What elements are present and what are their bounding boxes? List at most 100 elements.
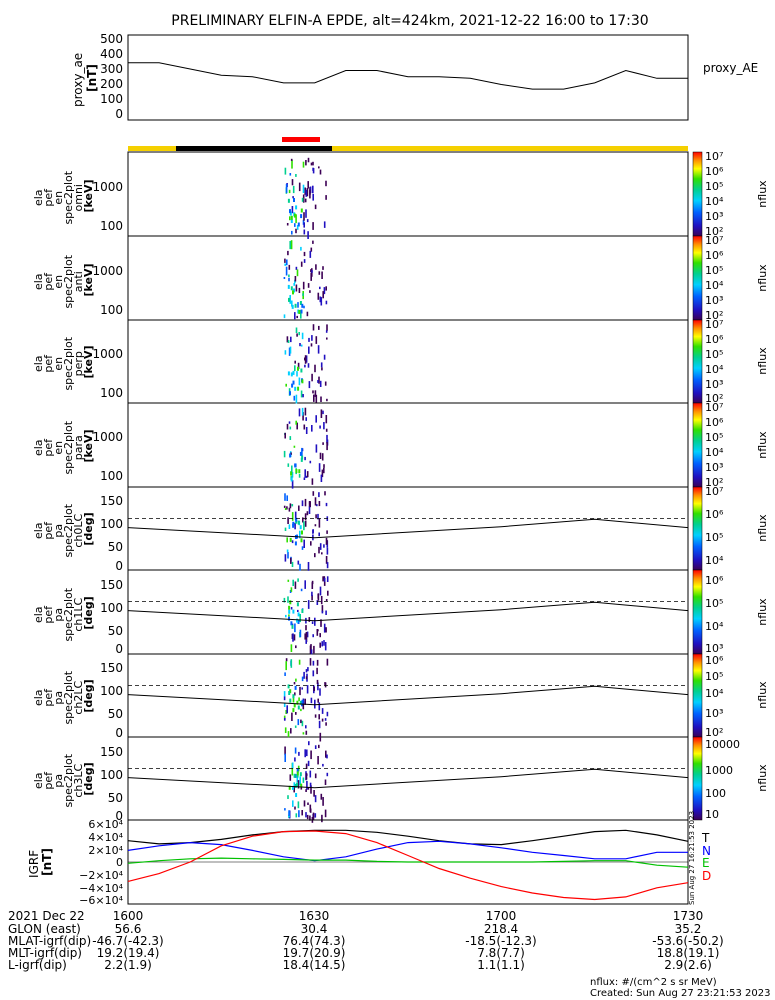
spectrogram-cell [293, 283, 295, 286]
spectrogram-cell [297, 612, 300, 617]
spectrogram-cell [291, 624, 294, 629]
spectrogram-cell [301, 500, 304, 507]
spectrogram-cell [305, 625, 307, 631]
spectrogram-cell [314, 813, 317, 818]
colorbar-tick: 10⁵ [705, 431, 723, 444]
spectrogram-cell [323, 623, 326, 633]
panel-frame [127, 653, 689, 738]
colorbar-tick: 10² [705, 726, 723, 739]
spectrogram-cell [286, 336, 289, 343]
spectrogram-cell [315, 336, 318, 344]
spectrogram-cell [284, 527, 287, 531]
spectrogram-cell [287, 596, 289, 603]
spectrogram-cell [320, 409, 323, 418]
spectrogram-cell [318, 376, 320, 384]
spectrogram-cell [321, 453, 324, 461]
spectrogram-cell [292, 579, 294, 586]
spectrogram-cell [324, 779, 327, 785]
spectrogram-cell [312, 222, 314, 230]
spectrogram-cell [286, 495, 288, 501]
colorbar-unit: nflux [756, 681, 769, 709]
spectrogram-cell [305, 633, 308, 642]
spectrogram-cell [289, 537, 292, 542]
spectrogram-cell [302, 184, 305, 193]
spectrogram-cell [294, 692, 296, 696]
spectrogram-cell [287, 579, 290, 582]
colorbar-tick: 10³ [705, 378, 723, 391]
spectrogram-cell [320, 596, 323, 605]
spectrogram-cell [305, 209, 307, 218]
panel-frame [127, 151, 689, 237]
colorbar-unit: nflux [756, 264, 769, 292]
spectrogram-cell [326, 530, 328, 534]
spectrogram-cell [295, 327, 298, 333]
spectrogram-cell [301, 546, 304, 550]
spectrogram-cell [310, 541, 312, 546]
spectrogram-cell [298, 697, 300, 702]
spectrogram-cell [313, 394, 315, 402]
ytick: 200 [100, 77, 123, 91]
spectrogram-cell [289, 590, 292, 593]
spectrogram-cell [297, 705, 300, 710]
colorbar-tick: 10³ [705, 642, 723, 655]
spectrogram-cell [290, 240, 293, 250]
spectrogram-cell [286, 705, 288, 714]
spectrogram-cell [326, 772, 329, 777]
colorbar-7: 10⁶ 10⁵ 10⁴ 10³ 10² nflux [692, 653, 769, 739]
row-value: 1.1(1.1) [477, 958, 525, 972]
spectrogram-cell [284, 717, 286, 721]
spectrogram-cell [309, 189, 311, 199]
row-label: MLAT-igrf(dip) [8, 934, 91, 948]
spectrogram-cell [285, 710, 287, 714]
legend-D: D [702, 869, 711, 883]
spectrogram-cell [326, 324, 328, 331]
spectrogram-cell [303, 521, 305, 531]
spectrogram-cell [323, 467, 325, 474]
spectrogram-cell [284, 493, 286, 501]
row-value: 1730 [673, 909, 704, 923]
spectrogram-cell [286, 423, 289, 430]
spectrogram-cell [294, 757, 296, 762]
spectrogram-cell [292, 185, 295, 194]
spectrogram-cell [284, 727, 287, 733]
spectrogram-cell [288, 614, 290, 617]
spectrogram-cell [291, 230, 293, 235]
spectrogram-cell [311, 373, 313, 382]
spectrogram-cell [288, 421, 291, 424]
spectrogram-cell [314, 553, 316, 558]
spectrogram-cell [283, 277, 286, 279]
spectrogram-cell [309, 815, 311, 821]
colorbar-tick: 10⁷ [705, 318, 723, 331]
spectrogram-cell [319, 633, 321, 638]
spectrogram-cell [302, 194, 305, 203]
footer-row-mlat: MLAT-igrf(dip) -46.7(-42.3) 76.4(74.3) -… [8, 934, 724, 948]
spectrogram-cell [299, 776, 301, 786]
spectrogram-cell [310, 750, 312, 760]
spectrogram-cell [308, 381, 311, 389]
ytick: −2×10⁴ [79, 869, 123, 882]
igrf-line-E [127, 857, 689, 868]
spectrogram-cell [292, 290, 294, 295]
spectrogram-cell [298, 408, 301, 417]
spectrogram-cell [325, 502, 328, 507]
spectrogram-cell [305, 632, 308, 637]
spectrogram-cell [294, 685, 297, 690]
spectrogram-cell [294, 365, 296, 372]
spectrogram-cell [298, 332, 300, 336]
spectrogram-cell [291, 512, 294, 521]
spectrogram-cell [297, 222, 300, 227]
panel-ylabel: ela pef pa spec2plot ch3LC [deg] [32, 750, 95, 807]
spectrogram-cell [307, 562, 310, 571]
spectrogram-cell [301, 379, 304, 384]
spectrogram-cell [311, 580, 314, 585]
ytick: 100 [100, 768, 123, 782]
spectrogram-cell [295, 793, 298, 797]
spectrogram-cell [291, 767, 294, 776]
spectrogram-cell [293, 395, 296, 401]
spectrogram-cell [303, 671, 305, 679]
spectrogram-cell [287, 517, 289, 524]
spectrogram-cell [321, 367, 323, 371]
spectrogram-cell [285, 658, 288, 662]
row-value: 218.4 [484, 922, 518, 936]
colorbar-tick: 10⁶ [705, 508, 724, 521]
